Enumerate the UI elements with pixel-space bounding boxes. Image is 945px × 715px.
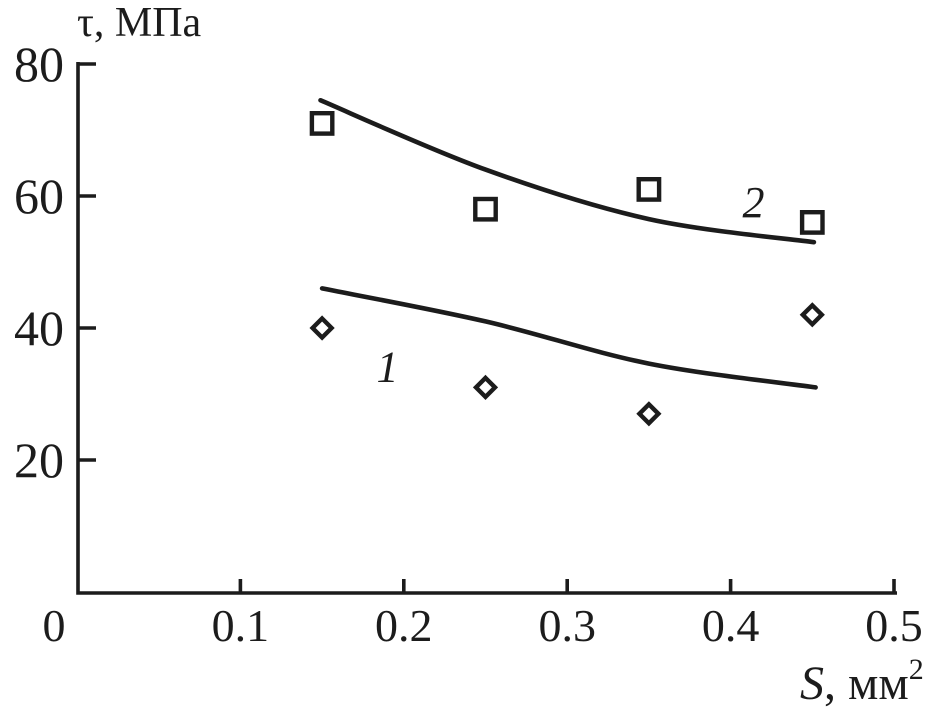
axes xyxy=(76,62,897,595)
data-markers xyxy=(309,110,825,427)
square-marker-series-2 xyxy=(473,196,498,222)
axis-ticks xyxy=(78,62,896,593)
series-label-2: 2 xyxy=(742,178,764,227)
diamond-marker-series-1 xyxy=(309,315,335,341)
trend-curve-1 xyxy=(319,286,818,390)
x-tick-label-0.4: 0.4 xyxy=(702,600,760,651)
y-tick-label-20: 20 xyxy=(14,432,64,488)
square-marker-series-2 xyxy=(309,110,335,136)
trend-curve-2 xyxy=(318,98,817,245)
x-tick-label-0.1: 0.1 xyxy=(212,600,270,651)
tick-labels: 20 40 60 80 0 0.1 0.2 0.3 0.4 0.5 xyxy=(14,36,923,651)
y-tick-label-80: 80 xyxy=(14,36,64,92)
x-tick-label-0.5: 0.5 xyxy=(865,600,923,651)
x-axis-title-superscript: 2 xyxy=(909,653,924,686)
x-axis-title: S, мм2 xyxy=(800,653,924,710)
trend-curves xyxy=(318,98,818,390)
x-axis-title-variable: S xyxy=(800,657,824,710)
y-tick-label-40: 40 xyxy=(14,300,64,356)
y-tick-label-60: 60 xyxy=(14,168,64,224)
diamond-marker-series-1 xyxy=(472,374,499,401)
diamond-marker-series-1 xyxy=(799,302,825,328)
x-tick-label-0: 0 xyxy=(43,600,66,651)
diamond-marker-series-1 xyxy=(636,401,662,427)
axis-lines xyxy=(76,62,897,595)
square-marker-series-2 xyxy=(799,209,825,235)
x-tick-label-0.3: 0.3 xyxy=(538,600,596,651)
series-labels: 12 xyxy=(376,178,764,391)
square-marker-series-2 xyxy=(636,176,662,202)
x-axis-title-units: , мм xyxy=(824,657,909,710)
y-axis-title: τ, МПа xyxy=(77,0,202,46)
series-label-1: 1 xyxy=(376,342,398,391)
x-tick-label-0.2: 0.2 xyxy=(375,600,433,651)
